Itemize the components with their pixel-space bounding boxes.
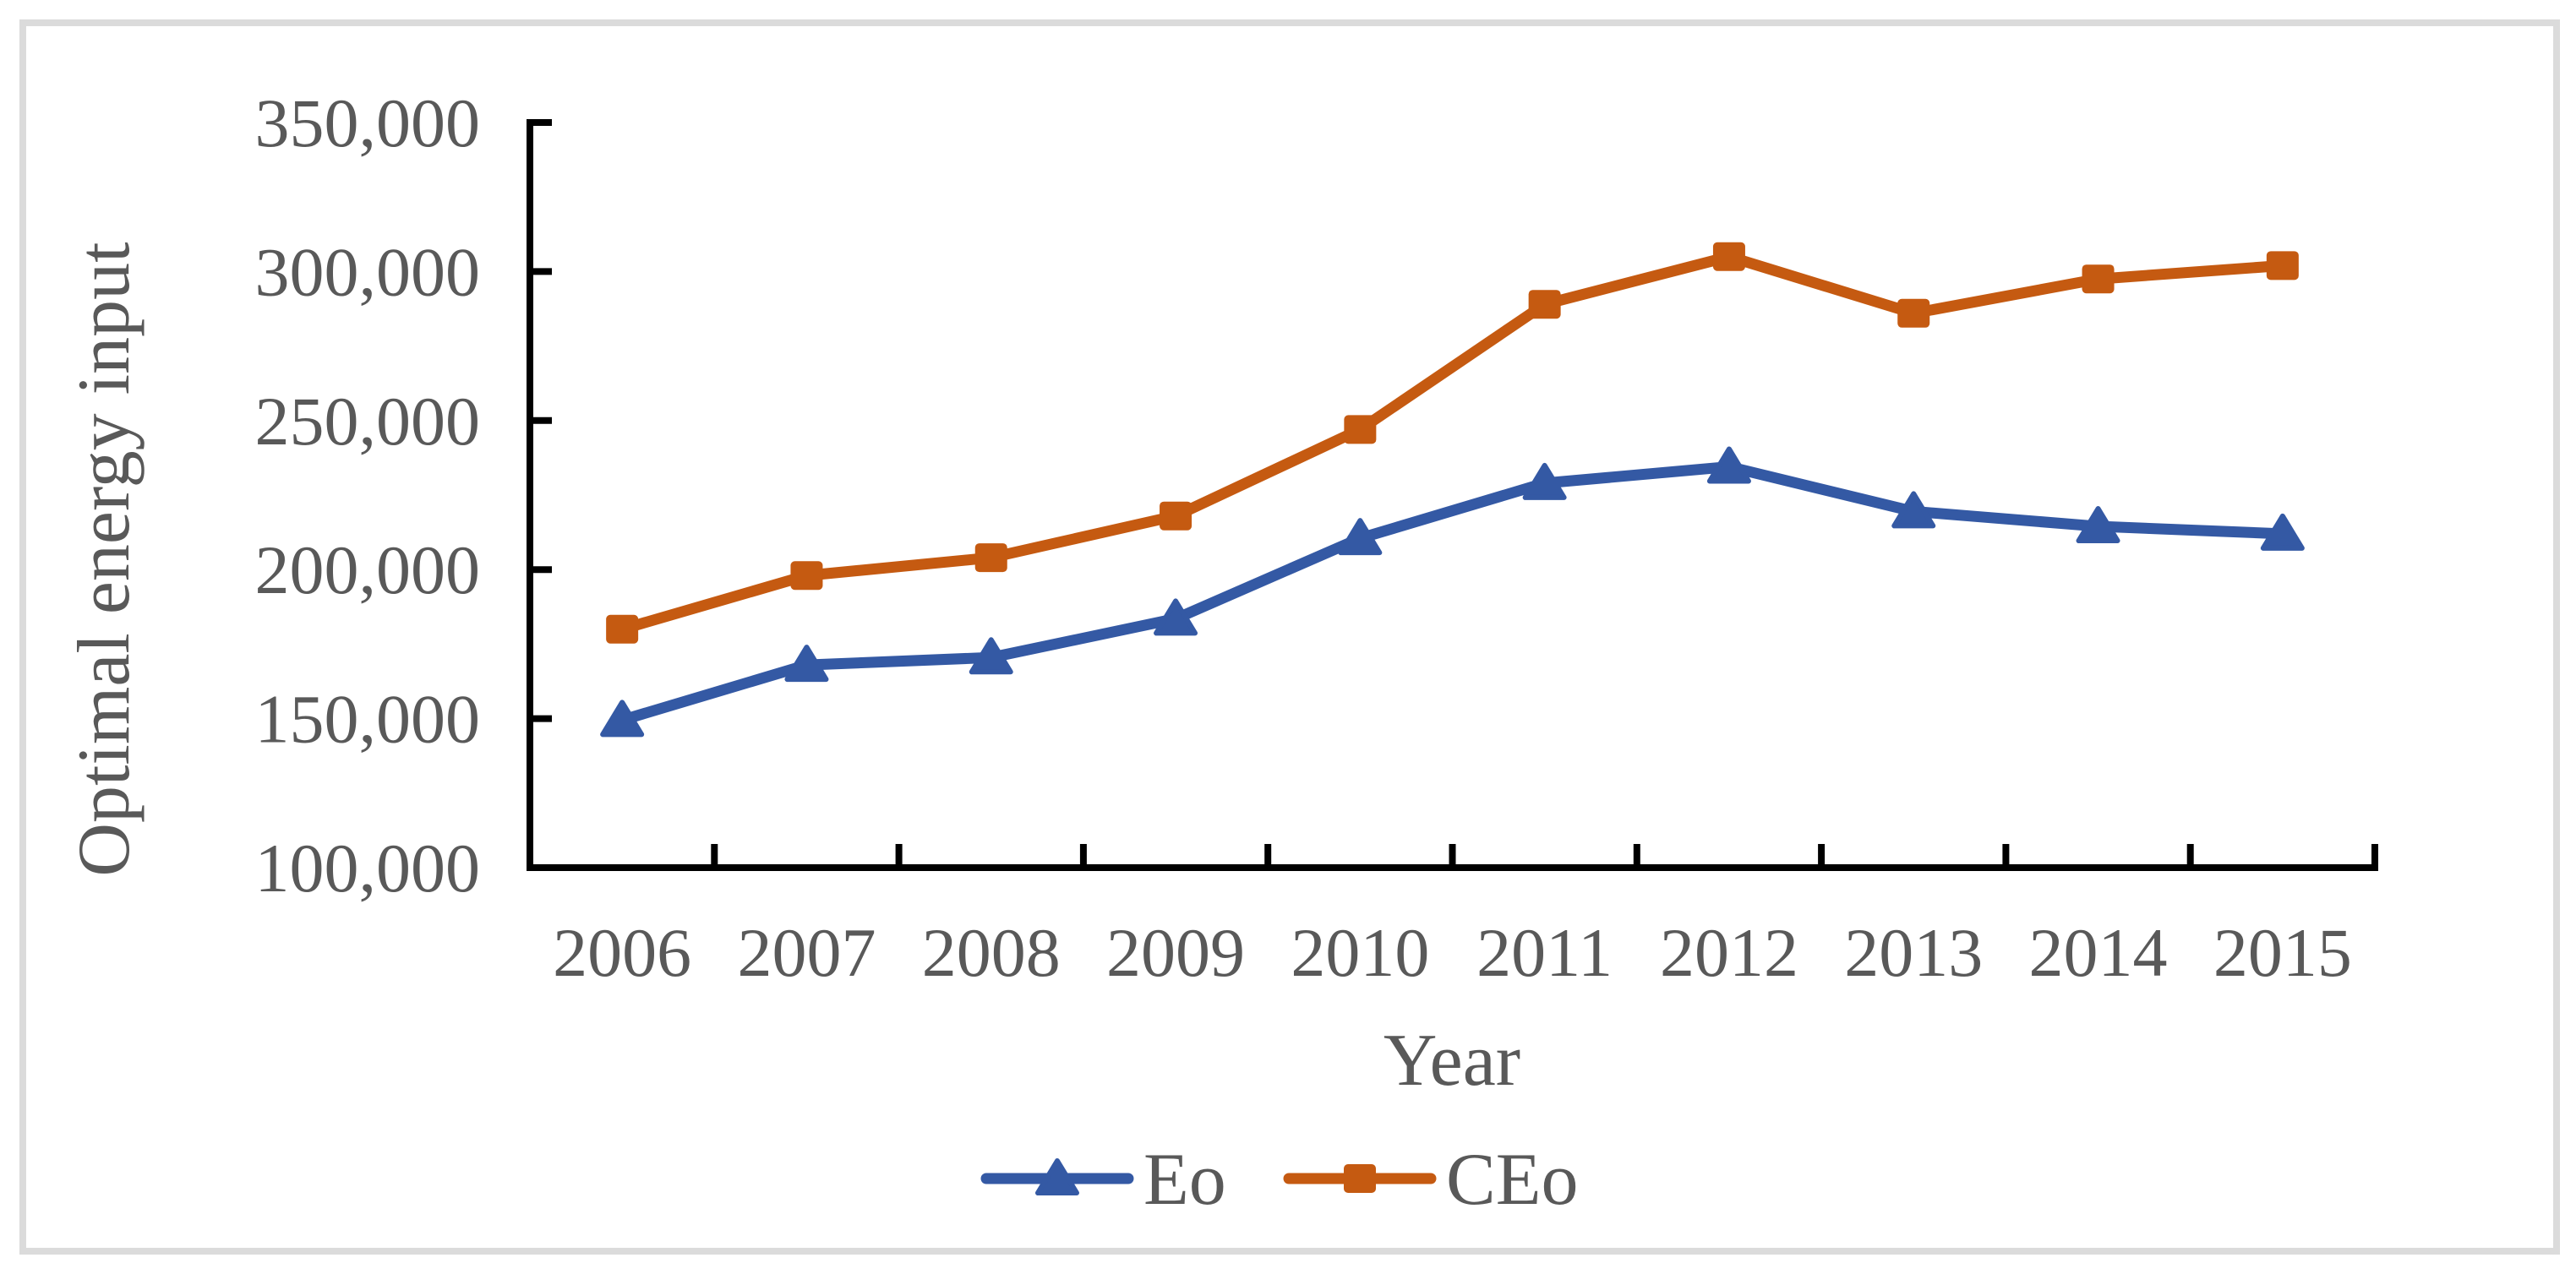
legend-marker-Eo — [1035, 1158, 1079, 1195]
y-tick-label: 200,000 — [255, 531, 481, 608]
series-marker-Eo — [1338, 518, 1383, 556]
series-marker-CEo — [1712, 242, 1745, 271]
x-tick-label: 2007 — [737, 914, 876, 991]
legend-label-Eo: Eo — [1143, 1139, 1226, 1221]
series-marker-Eo — [2260, 513, 2305, 551]
series-marker-Eo — [2076, 506, 2120, 544]
series-marker-CEo — [1160, 501, 1192, 531]
x-tick-label: 2011 — [1476, 914, 1613, 991]
legend-marker-CEo — [1344, 1164, 1376, 1193]
y-tick-label: 350,000 — [255, 84, 481, 161]
series-marker-Eo — [1522, 462, 1567, 500]
series-marker-Eo — [1891, 491, 1936, 529]
x-tick-label: 2014 — [2029, 914, 2168, 991]
x-tick-label: 2015 — [2213, 914, 2352, 991]
series-marker-CEo — [2266, 251, 2299, 280]
y-tick-label: 150,000 — [255, 681, 481, 758]
x-axis-title: Year — [1384, 1020, 1520, 1102]
series-marker-CEo — [974, 543, 1007, 573]
series-line-Eo — [616, 460, 2289, 726]
x-tick-label: 2009 — [1106, 914, 1245, 991]
series-marker-CEo — [2082, 264, 2115, 294]
series-marker-Eo — [600, 700, 645, 738]
series-marker-CEo — [1344, 415, 1377, 444]
figure-border — [19, 19, 2560, 1255]
y-tick-label: 300,000 — [255, 233, 481, 310]
x-tick-label: 2006 — [553, 914, 691, 991]
series-marker-Eo — [969, 637, 1013, 675]
y-tick-label: 100,000 — [255, 830, 481, 906]
x-tick-label: 2013 — [1844, 914, 1983, 991]
x-tick-label: 2010 — [1291, 914, 1429, 991]
series-marker-Eo — [1154, 598, 1198, 636]
y-tick-label: 250,000 — [255, 383, 481, 460]
series-marker-Eo — [1706, 446, 1751, 484]
series-marker-Eo — [784, 645, 829, 683]
y-axis-title: Optimal energy input — [63, 242, 145, 876]
series-marker-CEo — [790, 561, 823, 591]
x-tick-label: 2008 — [922, 914, 1061, 991]
series-marker-CEo — [1528, 290, 1561, 319]
series-marker-CEo — [606, 614, 639, 644]
series-line-CEo — [616, 251, 2289, 635]
legend-label-CEo: CEo — [1446, 1139, 1578, 1221]
series-marker-CEo — [1897, 298, 1930, 328]
x-tick-label: 2012 — [1660, 914, 1798, 991]
